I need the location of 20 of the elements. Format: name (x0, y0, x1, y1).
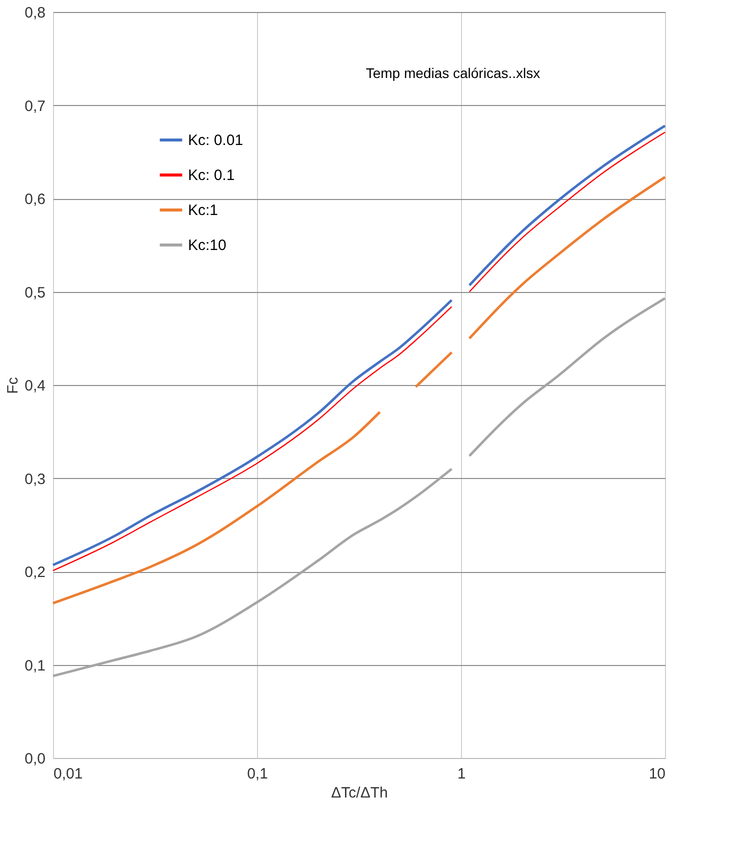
y-tick-label: 0,6 (24, 191, 46, 208)
x-axis-title: ΔTc/ΔTh (331, 784, 388, 802)
y-tick-label: 0,0 (24, 750, 46, 768)
legend-label: Kc: 0.1 (188, 167, 235, 184)
y-tick-label: 0,3 (24, 470, 46, 488)
y-tick-label: 0,4 (24, 378, 46, 394)
y-axis-title: Fc (4, 376, 22, 394)
x-tick-label: 1 (457, 766, 466, 782)
y-tick-label: 0,2 (24, 564, 46, 581)
y-tick-label: 0,5 (24, 284, 46, 302)
y-tick-label: 0,7 (24, 98, 46, 115)
y-tick-label: 0,1 (24, 657, 46, 674)
legend-label: Kc:10 (188, 237, 226, 254)
legend-label: Kc: 0.01 (188, 132, 244, 149)
y-tick-label: 0,8 (24, 4, 46, 22)
annotation: Temp medias calóricas..xlsx (366, 65, 540, 81)
x-tick-label: 0,1 (247, 766, 268, 782)
x-tick-label: 0,01 (54, 766, 83, 782)
x-tick-label: 10 (648, 766, 666, 782)
legend-label: Kc:1 (188, 202, 218, 219)
